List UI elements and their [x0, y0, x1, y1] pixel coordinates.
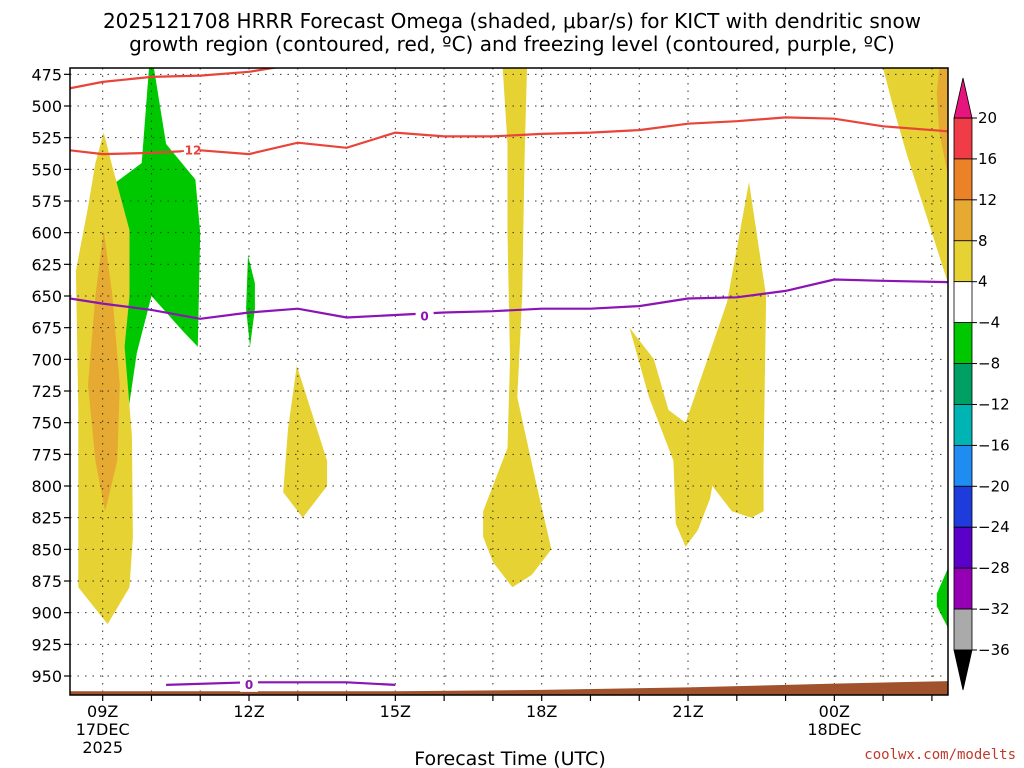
- freezing-level-contour-label: 0: [420, 309, 428, 323]
- colorbar-label: 20: [978, 109, 997, 127]
- y-tick-label: 700: [31, 350, 62, 369]
- x-tick-label: 00Z: [819, 702, 850, 721]
- y-tick-label: 825: [31, 509, 62, 528]
- colorbar-swatch: [953, 240, 973, 283]
- shade-yellow-4: [629, 182, 767, 547]
- dgz-contour-upper: [70, 68, 280, 90]
- y-tick-label: 625: [31, 255, 62, 274]
- chart-title-line-1: 2025121708 HRRR Forecast Omega (shaded, …: [103, 9, 921, 33]
- shade-yellow-2: [283, 365, 328, 518]
- dgz-contour: [70, 116, 948, 156]
- y-tick-label: 525: [31, 129, 62, 148]
- dgz-contour-label: -12: [180, 143, 202, 157]
- freezing-level-surface-contour: [166, 681, 396, 686]
- x-tick-label: 18Z: [526, 702, 557, 721]
- colorbar-swatch: [953, 281, 973, 324]
- contour-layer: -12 0 0: [70, 68, 948, 695]
- y-tick-label: 550: [31, 160, 62, 179]
- colorbar-swatch: [953, 363, 973, 405]
- colorbar-label: −36: [978, 641, 1010, 659]
- colorbar-label: −4: [978, 314, 1000, 332]
- y-tick-label: 650: [31, 287, 62, 306]
- colorbar-swatch: [953, 158, 973, 201]
- x-tick-sublabel: 18DEC: [807, 720, 861, 739]
- colorbar-label: −28: [978, 559, 1010, 577]
- colorbar-label: 12: [978, 191, 997, 209]
- colorbar-label: −32: [978, 600, 1010, 618]
- shade-yellow-3: [483, 68, 552, 588]
- x-tick-label: 09Z: [87, 702, 118, 721]
- colorbar-label: −12: [978, 395, 1010, 413]
- y-tick-label: 850: [31, 540, 62, 559]
- colorbar-swatch: [953, 526, 973, 569]
- colorbar-swatch: [953, 608, 973, 651]
- x-tick-label: 15Z: [380, 702, 411, 721]
- freezing-level-surface-contour-label-bg: [240, 677, 259, 692]
- colorbar-swatch: [953, 444, 973, 487]
- credit-text: coolwx.com/modelts: [864, 747, 1016, 763]
- colorbar-label: 8: [978, 232, 988, 250]
- freezing-level-contour-label-bg: [415, 309, 434, 324]
- colorbar-label: 4: [978, 273, 988, 291]
- x-axis-label: Forecast Time (UTC): [414, 748, 605, 768]
- y-tick-label: 500: [31, 97, 62, 116]
- shaded-omega-layer: [75, 68, 948, 628]
- y-tick-label: 875: [31, 572, 62, 591]
- shade-green-3: [936, 568, 948, 628]
- y-tick-label: 725: [31, 382, 62, 401]
- x-tick-sublabel-2: 2025: [82, 738, 123, 757]
- y-tick-label: 950: [31, 667, 62, 686]
- terrain: [70, 681, 948, 695]
- freezing-level-contour: [70, 278, 948, 320]
- y-tick-label: 600: [31, 224, 62, 243]
- chart-title-line-2: growth region (contoured, red, ºC) and f…: [129, 32, 895, 56]
- y-tick-label: 925: [31, 635, 62, 654]
- colorbar-label: −20: [978, 477, 1010, 495]
- y-tick-label: 750: [31, 414, 62, 433]
- colorbar-top-arrow: [953, 77, 973, 119]
- y-tick-label: 675: [31, 319, 62, 338]
- y-tick-label: 900: [31, 604, 62, 623]
- colorbar-swatch: [953, 322, 973, 364]
- y-tick-label: 575: [31, 192, 62, 211]
- plot-frame: [69, 67, 949, 696]
- x-tick-label: 21Z: [672, 702, 703, 721]
- colorbar-swatch: [953, 485, 973, 528]
- shade-orange-2: [936, 68, 948, 176]
- colorbar-label: −24: [978, 518, 1010, 536]
- axes: 475 500 525 550 575 600 625 650 675 700 725 750 775 8…: [31, 65, 949, 757]
- freezing-level-surface-contour-label: 0: [245, 678, 253, 692]
- colorbar-label: −16: [978, 436, 1010, 454]
- colorbar-swatch: [953, 404, 973, 446]
- shade-green-2: [246, 255, 255, 347]
- dgz-contour-label-bg: [181, 143, 200, 158]
- colorbar-swatch: [953, 567, 973, 610]
- x-tick-sublabel: 17DEC: [76, 720, 130, 739]
- colorbar-swatch: [953, 199, 973, 242]
- colorbar-bottom-arrow: [953, 649, 973, 691]
- x-tick-label: 12Z: [233, 702, 264, 721]
- y-tick-label: 800: [31, 477, 62, 496]
- colorbar-label: 16: [978, 150, 997, 168]
- shade-orange-1: [88, 230, 120, 512]
- colorbar-label: −8: [978, 355, 1000, 373]
- colorbar: 20 16 12 8 4 −4 −8 −12 −16 −20 −24 −28 −32 −36: [953, 77, 1010, 691]
- y-tick-label: 475: [31, 65, 62, 84]
- y-tick-label: 775: [31, 445, 62, 464]
- colorbar-swatch: [953, 117, 973, 160]
